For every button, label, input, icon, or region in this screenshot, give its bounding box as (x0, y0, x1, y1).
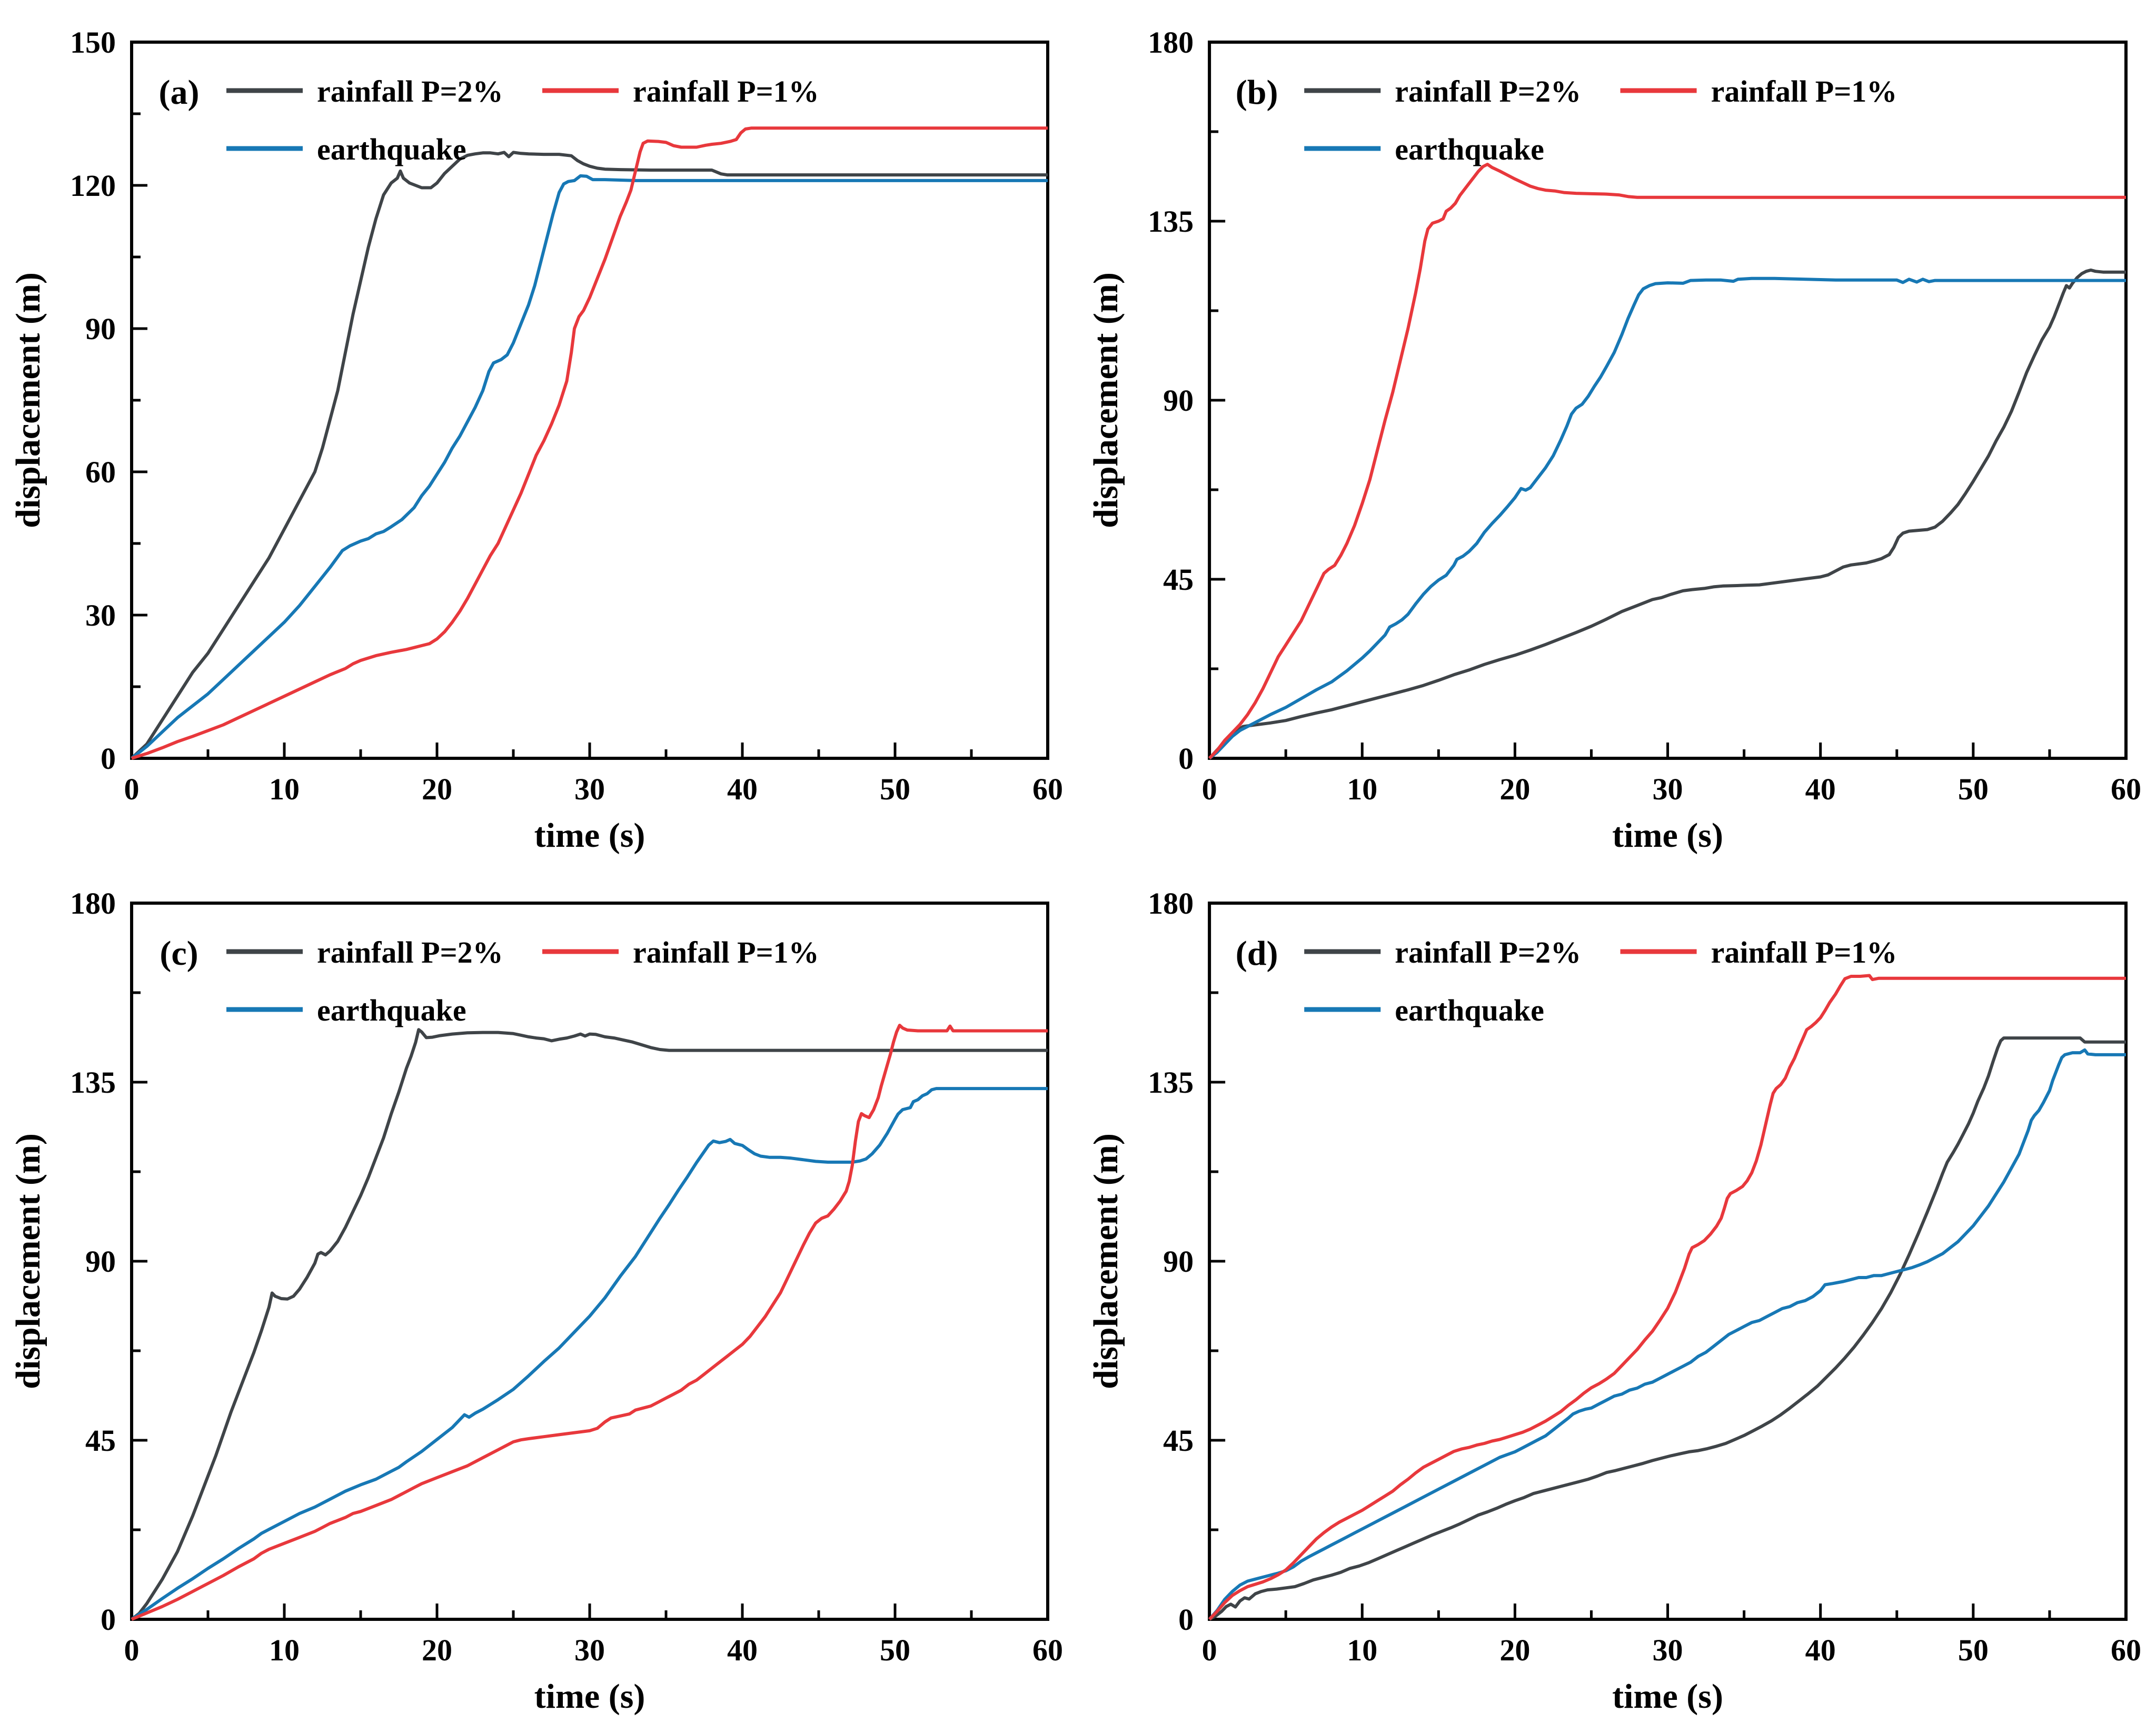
x-axis-title: time (s) (1612, 1677, 1723, 1716)
y-tick-label: 30 (85, 598, 116, 632)
x-tick-label: 50 (880, 1633, 910, 1667)
x-tick-label: 60 (2111, 1633, 2141, 1667)
series-line-rainfall-p2 (130, 151, 1048, 760)
y-tick-label: 45 (1163, 562, 1194, 597)
x-tick-label: 0 (1202, 1633, 1217, 1667)
x-tick-label: 10 (269, 772, 300, 806)
chart-c: 0 10 20 30 40 50 60 0 45 90 135 180 time (s) displace… (9, 886, 1063, 1716)
x-tick-label: 40 (727, 1633, 758, 1667)
x-tick-label: 40 (1805, 772, 1836, 806)
x-tick-label: 60 (1032, 1633, 1063, 1667)
y-tick-label: 135 (70, 1065, 116, 1100)
panel-b: 0 10 20 30 40 50 60 0 45 90 135 180 time (s) displace… (1078, 0, 2156, 861)
legend-label-rainfall-p2: rainfall P=2% (317, 935, 503, 969)
x-axis-title: time (s) (534, 816, 645, 855)
y-tick-label: 120 (70, 169, 116, 203)
x-axis-title: time (s) (534, 1677, 645, 1716)
y-tick-label: 90 (85, 1244, 116, 1279)
series-line-rainfall-p2 (1208, 268, 2126, 760)
y-tick-label: 150 (70, 25, 116, 60)
legend-label-earthquake: earthquake (1395, 993, 1544, 1027)
series-line-rainfall-p2 (131, 1028, 1048, 1621)
series-line-rainfall-p1 (1208, 974, 2126, 1621)
x-tick-label: 0 (124, 772, 140, 806)
series-line-earthquake (1208, 276, 2126, 760)
series-line-rainfall-p1 (131, 126, 1048, 760)
panel-letter: (b) (1236, 73, 1278, 112)
series-line-rainfall-p1 (131, 1024, 1048, 1621)
x-tick-label: 50 (1958, 772, 1989, 806)
x-tick-label: 20 (1499, 772, 1530, 806)
panel-c: 0 10 20 30 40 50 60 0 45 90 135 180 time (s) displace… (0, 861, 1078, 1722)
y-tick-label: 45 (85, 1423, 116, 1458)
series-line-earthquake (131, 174, 1048, 760)
y-tick-label: 135 (1148, 1065, 1194, 1100)
y-tick-label: 90 (1163, 1244, 1194, 1279)
legend-label-rainfall-p2: rainfall P=2% (317, 74, 503, 108)
series-line-rainfall-p1 (1208, 163, 2126, 760)
x-tick-label: 10 (1347, 1633, 1377, 1667)
y-axis-title: displacement (m) (1087, 1133, 1125, 1389)
chart-d: 0 10 20 30 40 50 60 0 45 90 135 180 time (s) displace… (1087, 886, 2141, 1716)
x-tick-label: 20 (422, 772, 452, 806)
series-line-earthquake (131, 1087, 1048, 1621)
x-axis-title: time (s) (1612, 816, 1723, 855)
y-tick-label: 0 (1178, 1602, 1194, 1637)
legend-label-earthquake: earthquake (317, 993, 466, 1027)
x-tick-label: 0 (1202, 772, 1217, 806)
x-tick-label: 30 (1653, 772, 1683, 806)
legend-label-earthquake: earthquake (1395, 132, 1544, 166)
x-tick-label: 20 (1499, 1633, 1530, 1667)
y-tick-label: 0 (1178, 741, 1194, 776)
legend-label-rainfall-p2: rainfall P=2% (1395, 935, 1581, 969)
x-tick-label: 60 (2111, 772, 2141, 806)
x-tick-label: 40 (1805, 1633, 1836, 1667)
x-tick-label: 30 (574, 772, 605, 806)
y-axis-title: displacement (m) (9, 272, 47, 528)
x-tick-label: 40 (727, 772, 758, 806)
x-tick-label: 50 (880, 772, 910, 806)
x-tick-label: 60 (1032, 772, 1063, 806)
chart-b: 0 10 20 30 40 50 60 0 45 90 135 180 time (s) displace… (1087, 25, 2141, 855)
y-tick-label: 90 (1163, 383, 1194, 418)
y-tick-label: 90 (85, 312, 116, 346)
y-tick-label: 0 (101, 741, 116, 776)
y-tick-label: 135 (1148, 204, 1194, 239)
panel-letter: (d) (1236, 934, 1278, 973)
panel-d: 0 10 20 30 40 50 60 0 45 90 135 180 time (s) displace… (1078, 861, 2156, 1722)
y-axis-title: displacement (m) (9, 1133, 47, 1389)
x-tick-label: 50 (1958, 1633, 1989, 1667)
x-tick-label: 10 (1347, 772, 1377, 806)
legend-label-rainfall-p1: rainfall P=1% (1711, 74, 1897, 108)
legend-label-earthquake: earthquake (317, 132, 466, 166)
panel-letter: (a) (159, 73, 200, 112)
panel-letter: (c) (160, 934, 198, 973)
legend-label-rainfall-p1: rainfall P=1% (633, 74, 819, 108)
series-line-rainfall-p2 (1208, 1036, 2126, 1621)
series-line-earthquake (1208, 1048, 2126, 1620)
x-tick-label: 20 (422, 1633, 452, 1667)
y-tick-label: 0 (101, 1602, 116, 1637)
y-tick-label: 180 (70, 886, 116, 921)
legend-label-rainfall-p1: rainfall P=1% (1711, 935, 1897, 969)
y-tick-label: 60 (85, 455, 116, 489)
y-tick-label: 180 (1148, 886, 1194, 921)
panel-a: 0 10 20 30 40 50 60 0 30 60 90 120 150 time (s) displa… (0, 0, 1078, 861)
x-tick-label: 30 (574, 1633, 605, 1667)
y-axis-title: displacement (m) (1087, 272, 1125, 528)
x-tick-label: 10 (269, 1633, 300, 1667)
y-tick-label: 45 (1163, 1423, 1194, 1458)
y-tick-label: 180 (1148, 25, 1194, 60)
x-tick-label: 30 (1653, 1633, 1683, 1667)
legend-label-rainfall-p1: rainfall P=1% (633, 935, 819, 969)
legend-label-rainfall-p2: rainfall P=2% (1395, 74, 1581, 108)
x-tick-label: 0 (124, 1633, 140, 1667)
chart-a: 0 10 20 30 40 50 60 0 30 60 90 120 150 time (s) displa… (9, 25, 1063, 855)
